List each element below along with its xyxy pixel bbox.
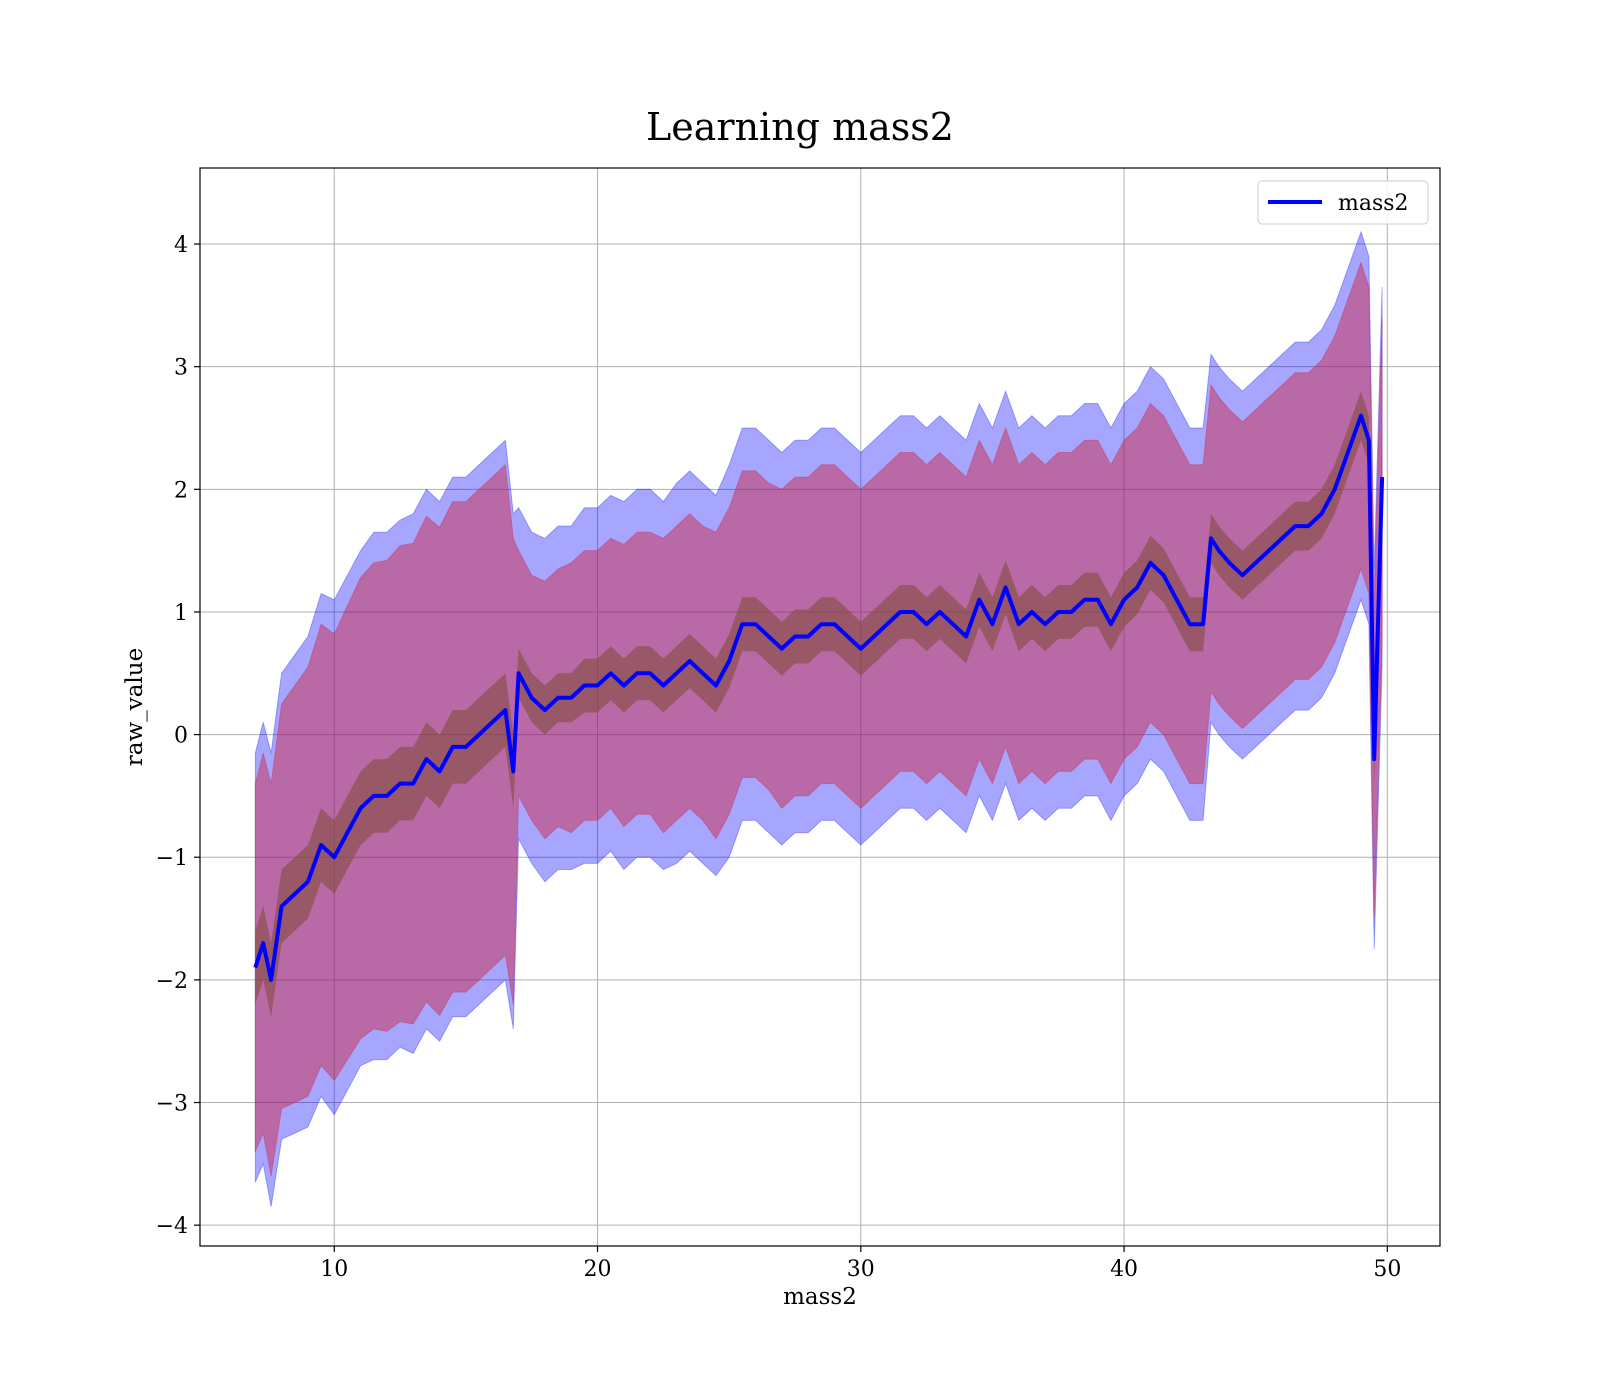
y-tick-label: 4 — [174, 233, 188, 258]
y-tick-label: 1 — [174, 601, 188, 626]
y-tick-label: 2 — [174, 478, 188, 503]
series-lines — [253, 413, 1385, 982]
x-tick-label: 30 — [847, 1257, 875, 1282]
chart-title: Learning mass2 — [646, 105, 954, 149]
series-line-mass2 — [253, 413, 1385, 982]
uncertainty-bands — [254, 230, 1383, 1207]
legend-label-mass2: mass2 — [1338, 191, 1409, 216]
y-tick-label: −4 — [156, 1214, 188, 1239]
x-tick-label: 20 — [584, 1257, 612, 1282]
band-outer — [254, 230, 1383, 1207]
x-tick-label: 40 — [1110, 1257, 1138, 1282]
legend-box — [1257, 180, 1429, 225]
y-axis-label: raw_value — [122, 648, 148, 766]
legend: mass2 — [1257, 180, 1429, 225]
y-axis: −4 −3 −2 −1 0 1 2 3 4 — [156, 233, 200, 1239]
band-middle — [254, 260, 1383, 1177]
y-tick-label: −2 — [156, 969, 188, 994]
y-tick-label: −1 — [156, 846, 188, 871]
x-tick-label: 10 — [320, 1257, 348, 1282]
grid-lines — [200, 168, 1440, 1246]
plot-frame — [199, 167, 1441, 1247]
x-tick-label: 50 — [1373, 1257, 1401, 1282]
y-tick-label: −3 — [156, 1092, 188, 1117]
x-axis: 10 20 30 40 50 — [320, 1246, 1401, 1282]
y-tick-label: 3 — [174, 356, 188, 381]
x-axis-label: mass2 — [783, 1284, 857, 1310]
band-inner — [255, 391, 1383, 1017]
y-tick-label: 0 — [174, 724, 188, 749]
